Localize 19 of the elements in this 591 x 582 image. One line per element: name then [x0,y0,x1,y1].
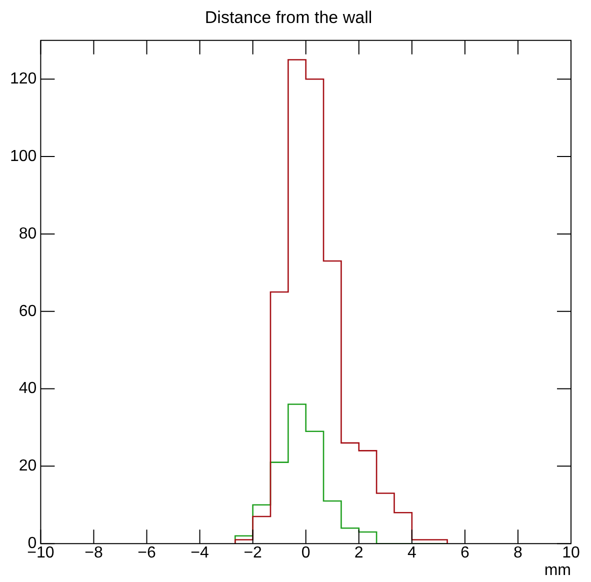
x-tick-label: 8 [514,544,523,562]
x-tick-label: 2 [354,544,364,562]
x-tick-label: −2 [244,544,262,562]
x-tick-label: 4 [407,544,416,562]
y-tick-label: 120 [10,70,37,88]
y-tick-label: 40 [18,380,37,398]
x-tick-label: 6 [460,544,470,562]
chart-title: Distance from the wall [204,8,372,27]
x-tick-label: −8 [84,544,103,562]
y-tick-label: 20 [18,458,37,475]
x-tick-label: 0 [301,544,310,562]
x-tick-label: −4 [190,544,210,562]
x-tick-label: 10 [562,544,580,562]
y-tick-label: 80 [18,225,37,242]
y-tick-label: 100 [10,148,37,165]
y-tick-label: 60 [18,302,37,320]
x-tick-label: −10 [27,544,54,562]
x-tick-label: −6 [138,544,156,562]
x-axis-title: mm [544,562,571,579]
